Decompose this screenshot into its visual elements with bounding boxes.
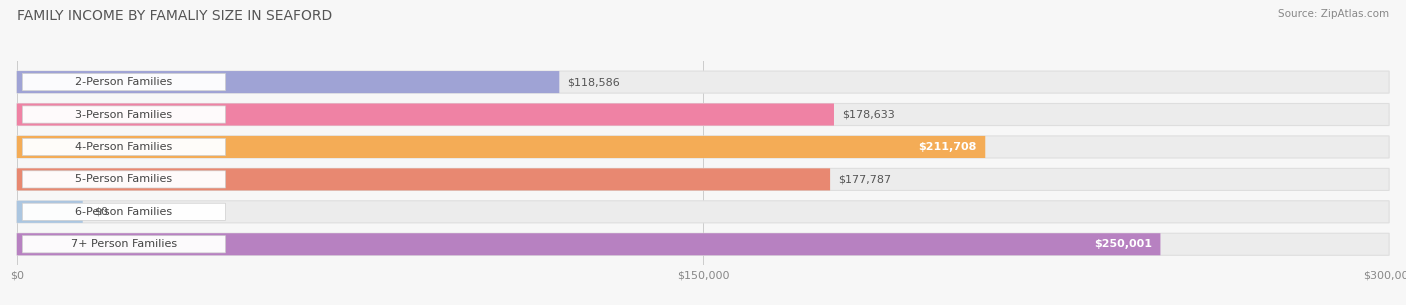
- Text: $0: $0: [94, 207, 108, 217]
- FancyBboxPatch shape: [17, 233, 1389, 255]
- Text: $250,001: $250,001: [1094, 239, 1152, 249]
- Text: 6-Person Families: 6-Person Families: [76, 207, 173, 217]
- FancyBboxPatch shape: [17, 71, 560, 93]
- FancyBboxPatch shape: [17, 71, 1389, 93]
- FancyBboxPatch shape: [17, 103, 834, 126]
- FancyBboxPatch shape: [22, 138, 225, 156]
- Text: $177,787: $177,787: [838, 174, 891, 185]
- FancyBboxPatch shape: [17, 168, 1389, 190]
- Text: $118,586: $118,586: [568, 77, 620, 87]
- Text: 7+ Person Families: 7+ Person Families: [70, 239, 177, 249]
- Text: FAMILY INCOME BY FAMALIY SIZE IN SEAFORD: FAMILY INCOME BY FAMALIY SIZE IN SEAFORD: [17, 9, 332, 23]
- FancyBboxPatch shape: [22, 171, 225, 188]
- Text: $211,708: $211,708: [918, 142, 977, 152]
- Text: 2-Person Families: 2-Person Families: [76, 77, 173, 87]
- Text: 5-Person Families: 5-Person Families: [76, 174, 173, 185]
- FancyBboxPatch shape: [17, 136, 986, 158]
- FancyBboxPatch shape: [17, 168, 830, 190]
- FancyBboxPatch shape: [17, 136, 1389, 158]
- FancyBboxPatch shape: [22, 203, 225, 221]
- Text: 4-Person Families: 4-Person Families: [76, 142, 173, 152]
- FancyBboxPatch shape: [22, 74, 225, 91]
- FancyBboxPatch shape: [17, 233, 1160, 255]
- FancyBboxPatch shape: [22, 236, 225, 253]
- Text: Source: ZipAtlas.com: Source: ZipAtlas.com: [1278, 9, 1389, 19]
- FancyBboxPatch shape: [17, 103, 1389, 126]
- Text: 3-Person Families: 3-Person Families: [76, 109, 173, 120]
- FancyBboxPatch shape: [17, 201, 83, 223]
- FancyBboxPatch shape: [22, 106, 225, 123]
- Text: $178,633: $178,633: [842, 109, 896, 120]
- FancyBboxPatch shape: [17, 201, 1389, 223]
